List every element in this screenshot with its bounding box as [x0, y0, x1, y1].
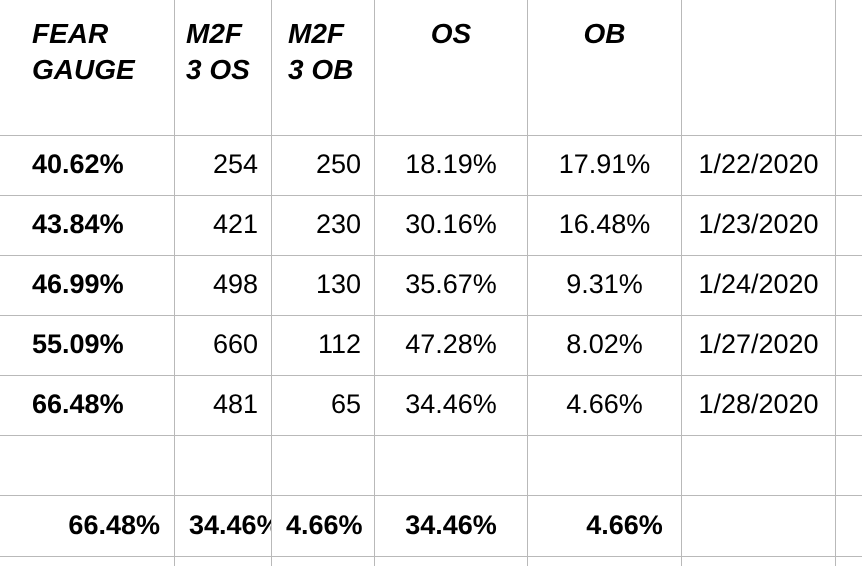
cell-ob[interactable]: 9.31% — [566, 271, 643, 298]
cell-os[interactable]: 34.46% — [405, 391, 497, 418]
header-os[interactable]: OS — [430, 18, 472, 49]
cell-date[interactable]: 1/24/2020 — [698, 271, 819, 298]
summary-fear-gauge[interactable]: 66.48% — [68, 512, 160, 539]
header-m2f-3-os[interactable]: M2F 3 OS — [186, 18, 250, 85]
row-divider — [0, 255, 862, 256]
cell-date[interactable]: 1/27/2020 — [698, 331, 819, 358]
cell-date[interactable]: 1/23/2020 — [698, 211, 819, 238]
column-divider — [527, 0, 528, 566]
column-divider — [174, 0, 175, 566]
cell-date[interactable]: 1/28/2020 — [698, 391, 819, 418]
cell-ob[interactable]: 8.02% — [566, 331, 643, 358]
summary-ob[interactable]: 4.66% — [586, 512, 663, 539]
row-divider — [0, 375, 862, 376]
summary-os[interactable]: 34.46% — [405, 512, 497, 539]
cell-fear-gauge[interactable]: 43.84% — [32, 211, 124, 238]
cell-ob[interactable]: 16.48% — [558, 211, 651, 238]
header-ob[interactable]: OB — [583, 18, 626, 49]
cell-m2f-3-ob[interactable]: 250 — [315, 151, 361, 178]
header-fear-gauge[interactable]: FEAR GAUGE — [32, 18, 135, 85]
summary-m2f-3-ob[interactable]: 4.66% — [286, 512, 363, 539]
cell-m2f-3-ob[interactable]: 230 — [315, 211, 361, 238]
cell-m2f-3-ob[interactable]: 130 — [315, 271, 361, 298]
column-divider — [681, 0, 682, 566]
row-divider — [0, 315, 862, 316]
row-divider — [0, 556, 862, 557]
cell-m2f-3-ob[interactable]: 112 — [317, 331, 361, 358]
column-divider — [271, 0, 272, 566]
cell-fear-gauge[interactable]: 40.62% — [32, 151, 124, 178]
cell-fear-gauge[interactable]: 66.48% — [32, 391, 124, 418]
column-divider — [374, 0, 375, 566]
cell-m2f-3-os[interactable]: 660 — [212, 331, 258, 358]
cell-m2f-3-os[interactable]: 498 — [212, 271, 258, 298]
cell-m2f-3-os[interactable]: 421 — [212, 211, 258, 238]
cell-ob[interactable]: 4.66% — [566, 391, 643, 418]
row-divider — [0, 435, 862, 436]
header-m2f-3-ob[interactable]: M2F 3 OB — [288, 18, 354, 85]
row-divider — [0, 495, 862, 496]
cell-date[interactable]: 1/22/2020 — [698, 151, 819, 178]
cell-os[interactable]: 35.67% — [405, 271, 497, 298]
cell-os[interactable]: 18.19% — [405, 151, 497, 178]
row-divider — [0, 195, 862, 196]
column-divider — [835, 0, 836, 566]
row-divider — [0, 135, 862, 136]
cell-m2f-3-os[interactable]: 481 — [212, 391, 258, 418]
cell-fear-gauge[interactable]: 55.09% — [32, 331, 124, 358]
summary-m2f-3-os[interactable]: 34.46% — [189, 512, 271, 539]
empty-cell[interactable] — [0, 436, 174, 495]
cell-m2f-3-os[interactable]: 254 — [212, 151, 258, 178]
cell-m2f-3-ob[interactable]: 65 — [330, 391, 361, 418]
cell-os[interactable]: 30.16% — [405, 211, 497, 238]
cell-ob[interactable]: 17.91% — [558, 151, 651, 178]
cell-fear-gauge[interactable]: 46.99% — [32, 271, 124, 298]
cell-os[interactable]: 47.28% — [405, 331, 497, 358]
